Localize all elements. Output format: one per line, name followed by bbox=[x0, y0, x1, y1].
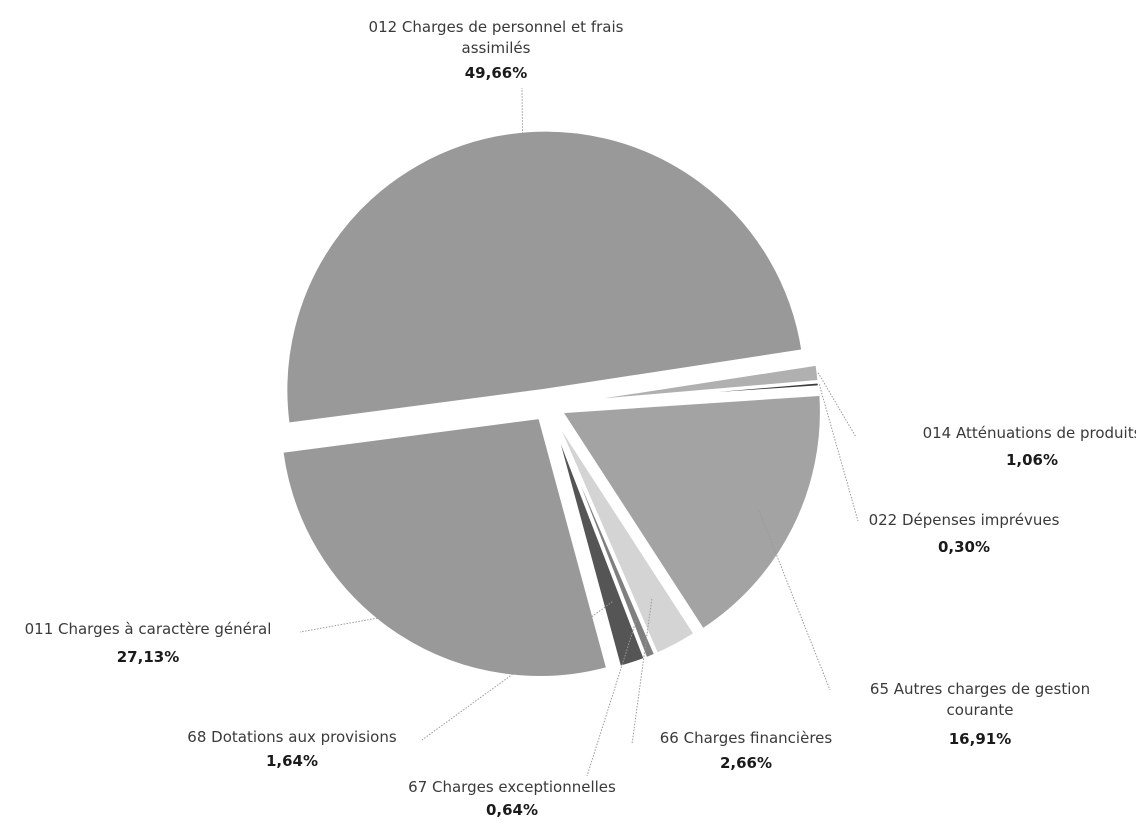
pie-labels: 012 Charges de personnel et frais assimil… bbox=[25, 18, 1136, 819]
leader-line bbox=[817, 372, 857, 438]
pie-slice bbox=[284, 128, 805, 426]
leader-line bbox=[299, 611, 411, 633]
leader-line bbox=[631, 598, 653, 745]
slice-percentage: 0,64% bbox=[486, 801, 538, 819]
slice-label: 012 Charges de personnel et frais bbox=[369, 18, 624, 36]
pie-slices bbox=[280, 128, 823, 679]
slice-label: 022 Dépenses imprévues bbox=[869, 511, 1060, 529]
slice-percentage: 27,13% bbox=[117, 648, 179, 666]
pie-slice bbox=[280, 415, 610, 679]
slice-label: courante bbox=[947, 701, 1014, 719]
slice-label: 011 Charges à caractère général bbox=[25, 620, 272, 638]
slice-percentage: 0,30% bbox=[938, 538, 990, 556]
slice-percentage: 16,91% bbox=[949, 730, 1011, 748]
slice-label: 67 Charges exceptionnelles bbox=[408, 778, 616, 796]
leader-line bbox=[818, 384, 859, 522]
leader-line bbox=[758, 510, 831, 691]
pie-slice bbox=[550, 415, 648, 670]
pie-slice bbox=[558, 392, 823, 632]
slice-percentage: 1,64% bbox=[266, 752, 318, 770]
leader-line bbox=[421, 601, 613, 741]
leader-line bbox=[521, 87, 525, 236]
slice-label: 66 Charges financières bbox=[660, 729, 833, 747]
slice-label: 65 Autres charges de gestion bbox=[870, 680, 1090, 698]
slice-label: 014 Atténuations de produits bbox=[923, 424, 1136, 442]
slice-label: 68 Dotations aux provisions bbox=[187, 728, 397, 746]
leader-line bbox=[586, 620, 637, 777]
slice-percentage: 49,66% bbox=[465, 64, 527, 82]
slice-percentage: 1,06% bbox=[1006, 451, 1058, 469]
slice-label: assimilés bbox=[462, 39, 531, 57]
pie-slice bbox=[559, 380, 821, 406]
slice-percentage: 2,66% bbox=[720, 754, 772, 772]
